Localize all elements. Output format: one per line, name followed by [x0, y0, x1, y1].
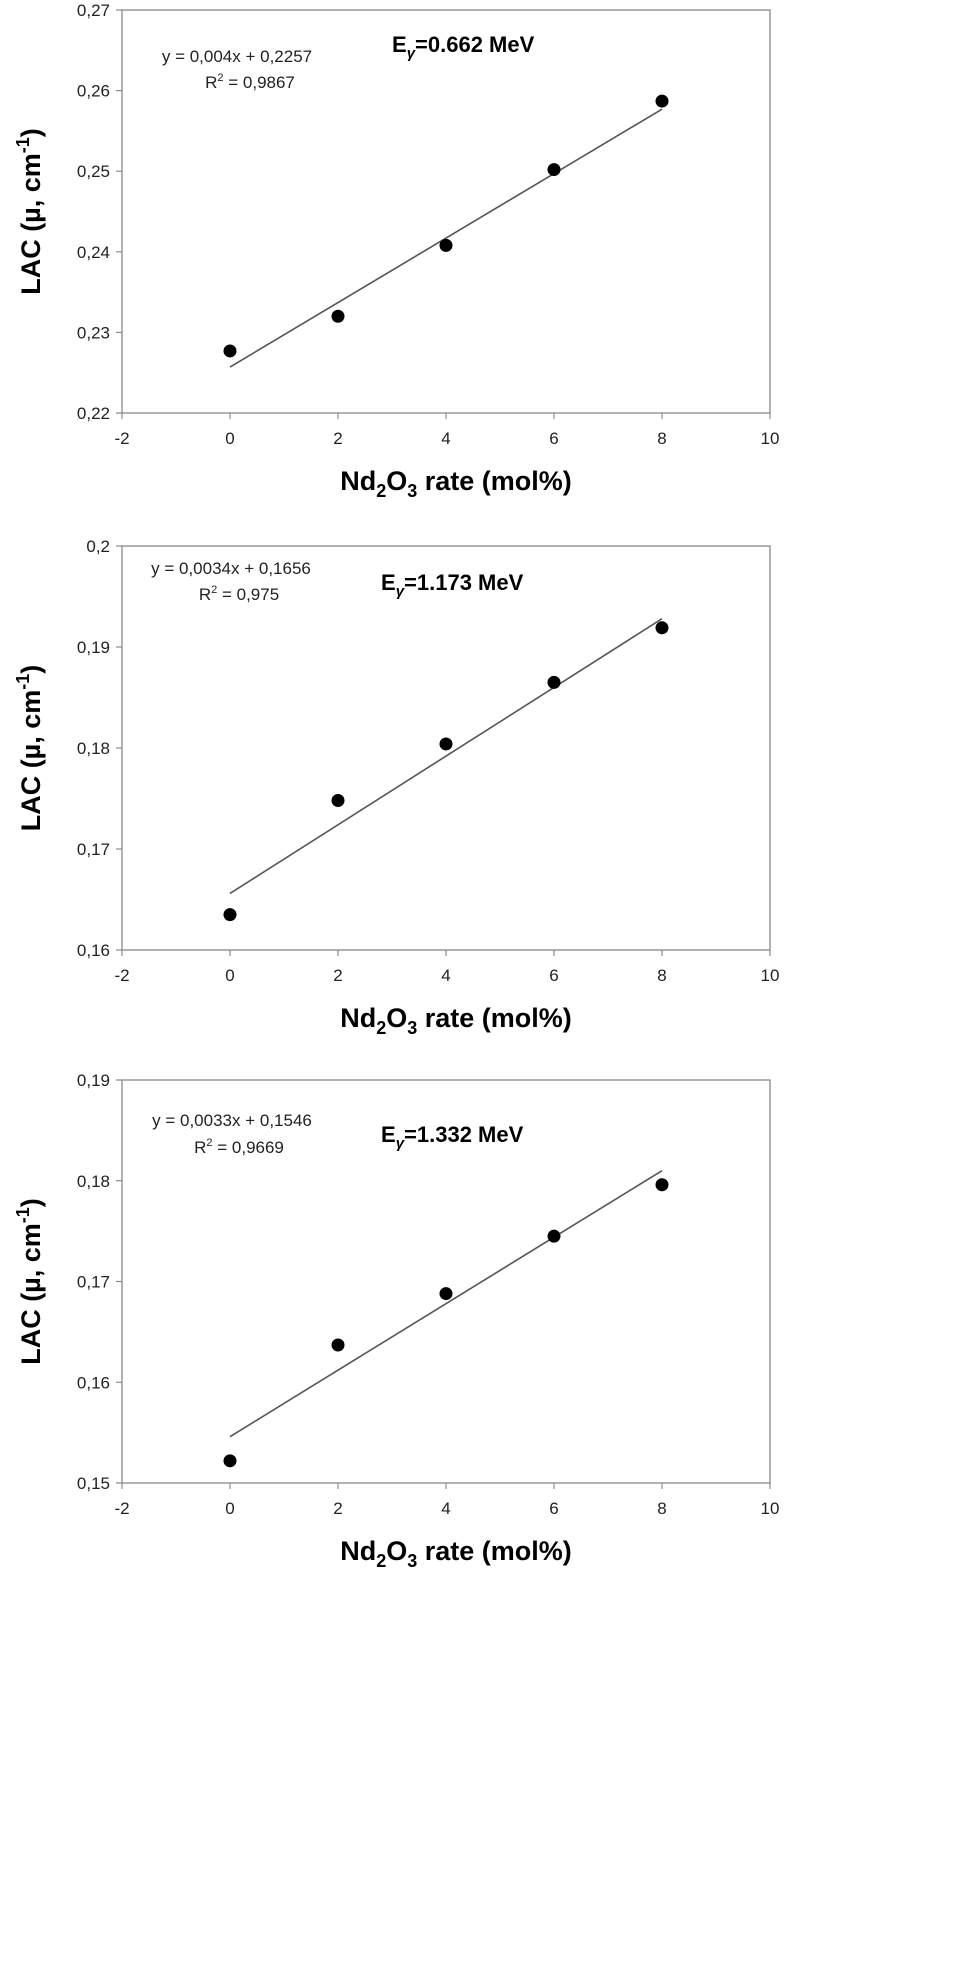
y-axis-title: LAC (µ, cm-1): [13, 128, 46, 295]
y-tick-label: 0,16: [77, 941, 110, 960]
chart-panel-2: 0,16 0,17 0,18 0,19 0,2 -2 0 2 4 6 8 10 y = 0,0034x …: [13, 537, 779, 1038]
x-tick-label: 0: [225, 966, 234, 985]
r-squared: R2 = 0,975: [199, 584, 279, 604]
x-tick-label: 8: [657, 429, 666, 448]
data-point: [547, 163, 561, 177]
x-tick-label: 8: [657, 966, 666, 985]
data-point: [223, 1454, 237, 1468]
x-tick-label: 0: [225, 429, 234, 448]
data-point: [223, 344, 237, 358]
data-point: [439, 238, 453, 252]
data-point: [655, 94, 669, 108]
x-tick-label: -2: [114, 1499, 129, 1518]
energy-label: Eγ=1.332 MeV: [381, 1122, 524, 1152]
y-tick-label: 0,23: [77, 323, 110, 342]
data-point: [331, 309, 345, 323]
data-point: [547, 675, 561, 689]
x-tick-label: -2: [114, 966, 129, 985]
data-point: [223, 908, 237, 922]
trendline-equation: y = 0,0033x + 0,1546: [152, 1111, 312, 1130]
x-tick-label: -2: [114, 429, 129, 448]
x-tick-label: 6: [549, 966, 558, 985]
y-tick-label: 0,25: [77, 162, 110, 181]
y-tick-label: 0,19: [77, 1071, 110, 1090]
data-point: [439, 1287, 453, 1301]
x-tick-label: 2: [333, 966, 342, 985]
x-axis-title: Nd2O3 rate (mol%): [340, 1003, 572, 1038]
plot-frame: [121, 9, 771, 414]
y-tick-label: 0,17: [77, 1273, 110, 1292]
y-tick-label: 0,26: [77, 82, 110, 101]
x-tick-label: 10: [761, 1499, 780, 1518]
trendline: [229, 618, 663, 895]
data-point: [655, 1178, 669, 1192]
y-tick-label: 0,27: [77, 1, 110, 20]
chart-panel-3: 0,15 0,16 0,17 0,18 0,19 -2 0 2 4 6 8 10 y = 0,0033x…: [13, 1071, 779, 1571]
data-point: [655, 621, 669, 635]
x-tick-label: 10: [761, 429, 780, 448]
x-axis-title: Nd2O3 rate (mol%): [340, 1536, 572, 1571]
y-tick-label: 0,22: [77, 404, 110, 423]
y-tick-label: 0,17: [77, 840, 110, 859]
energy-label: Eγ=0.662 MeV: [392, 32, 535, 62]
y-axis-title: LAC (µ, cm-1): [13, 1198, 46, 1365]
trendline: [229, 1169, 663, 1438]
x-tick-label: 6: [549, 429, 558, 448]
r-squared: R2 = 0,9867: [205, 72, 295, 92]
chart-panel-1: 0,22 0,23 0,24 0,25 0,26 0,27 -2 0 2 4 6 8 10 y = 0,0…: [13, 1, 779, 501]
y-tick-label: 0,24: [77, 243, 110, 262]
x-tick-label: 4: [441, 429, 450, 448]
data-point: [331, 794, 345, 808]
trendline-equation: y = 0,0034x + 0,1656: [151, 559, 311, 578]
y-tick-label: 0,18: [77, 739, 110, 758]
y-tick-label: 0,18: [77, 1172, 110, 1191]
x-tick-label: 4: [441, 966, 450, 985]
x-tick-label: 6: [549, 1499, 558, 1518]
y-tick-label: 0,15: [77, 1474, 110, 1493]
x-tick-label: 4: [441, 1499, 450, 1518]
data-point: [439, 737, 453, 751]
trendline-equation: y = 0,004x + 0,2257: [162, 47, 312, 66]
x-tick-label: 0: [225, 1499, 234, 1518]
y-tick-label: 0,2: [86, 537, 110, 556]
y-axis-title: LAC (µ, cm-1): [13, 665, 46, 832]
x-tick-label: 8: [657, 1499, 666, 1518]
energy-label: Eγ=1.173 MeV: [381, 570, 524, 600]
r-squared: R2 = 0,9669: [194, 1137, 284, 1157]
x-axis-title: Nd2O3 rate (mol%): [340, 466, 572, 501]
y-tick-label: 0,19: [77, 638, 110, 657]
x-tick-label: 10: [761, 966, 780, 985]
data-point: [331, 1338, 345, 1352]
trendline: [229, 108, 663, 368]
data-point: [547, 1229, 561, 1243]
y-tick-label: 0,16: [77, 1373, 110, 1392]
x-tick-label: 2: [333, 429, 342, 448]
x-tick-label: 2: [333, 1499, 342, 1518]
